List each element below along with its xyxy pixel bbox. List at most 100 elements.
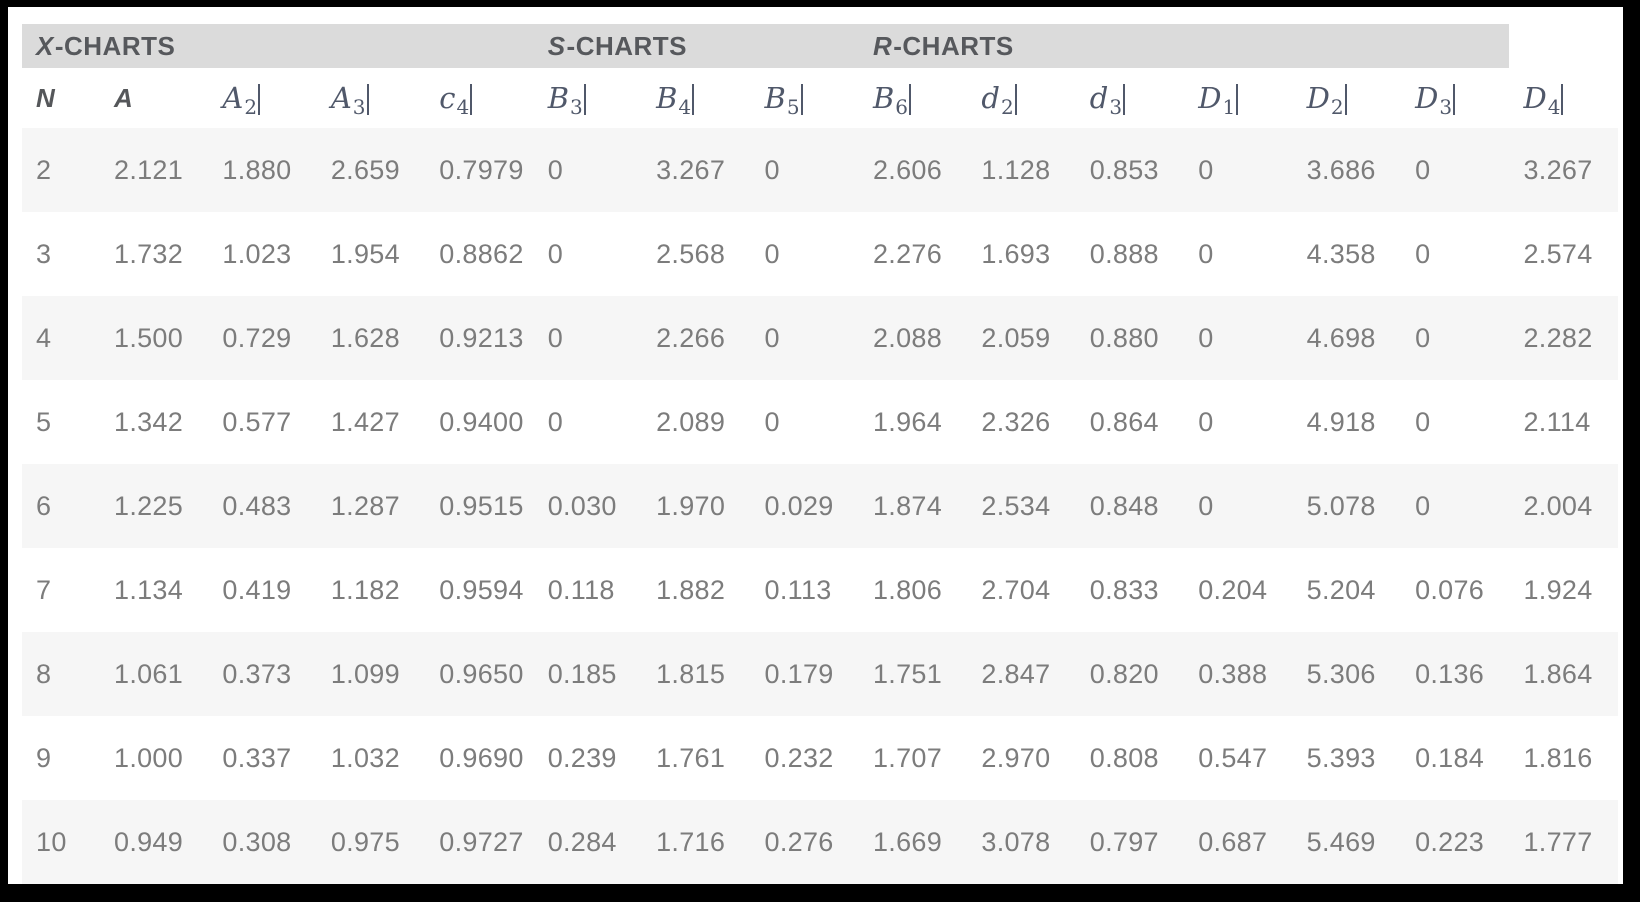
cell-d3-value: 0.808 xyxy=(1089,742,1159,773)
symbol-subscript: 4 xyxy=(1547,95,1561,119)
group-header-r-charts: R-CHARTS xyxy=(858,24,1510,68)
symbol-base: d xyxy=(981,81,1000,115)
cell-d1-value: 0.204 xyxy=(1198,574,1268,605)
cell-d3-value: 0.184 xyxy=(1415,742,1485,773)
cell-c4-value: 0.9727 xyxy=(439,826,524,857)
cell-b5-value: 0 xyxy=(764,406,780,437)
table-row-n-10: 10 0.949 0.308 0.975 0.9727 0.284 1.716 0.276 1.… xyxy=(22,800,1618,884)
cell-d2-value: 2.847 xyxy=(981,658,1051,689)
cell-a2-value: 0.419 xyxy=(222,574,292,605)
column-header-symbol: c4 xyxy=(439,81,469,117)
cell-c4-value: 0.9594 xyxy=(439,574,524,605)
column-header-symbol: N xyxy=(36,83,55,113)
cell-d2-value: 2.326 xyxy=(981,406,1051,437)
symbol-subscript: 3 xyxy=(570,95,583,119)
cell-b4-value: 1.815 xyxy=(656,658,726,689)
column-header-b6: B6 xyxy=(859,68,967,128)
cursor-bar-artifact xyxy=(1014,84,1017,115)
cell-b3-value: 0.030 xyxy=(547,490,617,521)
cell-n-value: 6 xyxy=(36,490,52,521)
cursor-bar-artifact xyxy=(366,84,369,115)
column-header-symbol: D1 xyxy=(1198,81,1235,117)
table-body: 2 2.121 1.880 2.659 0.7979 0 3.267 0 2.606 1.128 0… xyxy=(22,128,1618,884)
cell-b6-value: 1.751 xyxy=(872,658,943,689)
symbol-subscript: 2 xyxy=(1330,95,1344,119)
table-row-n-7: 7 1.134 0.419 1.182 0.9594 0.118 1.882 0.113 1.8… xyxy=(22,548,1618,632)
column-header-d2: d2 xyxy=(967,68,1075,128)
group-header-row: X-CHARTS S-CHARTS R-CHARTS xyxy=(22,24,1618,68)
symbol-base: A xyxy=(114,82,133,113)
cell-d1-value: 0.687 xyxy=(1198,826,1268,857)
cell-a3-value: 1.287 xyxy=(330,490,400,521)
cell-a2-value: 0.729 xyxy=(222,322,292,353)
cell-b4-value: 2.568 xyxy=(656,238,726,269)
symbol-base: D xyxy=(1306,81,1330,115)
column-header-symbol: D3 xyxy=(1415,81,1452,117)
column-header-n: N xyxy=(22,68,100,128)
cell-n-value: 3 xyxy=(36,238,52,269)
cell-a2-value: 0.308 xyxy=(222,826,292,857)
cell-a3-value: 2.659 xyxy=(330,154,400,185)
group-label-text: -CHARTS xyxy=(566,30,688,61)
symbol-subscript: 2 xyxy=(244,95,258,119)
cell-n-value: 7 xyxy=(36,574,52,605)
cell-a2-value: 1.880 xyxy=(222,154,292,185)
cell-d2-value: 1.693 xyxy=(981,238,1051,269)
column-header-a3: A3 xyxy=(317,68,425,128)
cell-b5-value: 0.029 xyxy=(764,490,834,521)
column-header-symbol: D4 xyxy=(1523,81,1560,117)
symbol-base: A xyxy=(330,81,352,115)
cell-d2-value: 3.686 xyxy=(1306,154,1376,185)
symbol-subscript: 3 xyxy=(352,95,366,119)
cell-a2-value: 0.373 xyxy=(222,658,292,689)
cursor-bar-artifact xyxy=(1344,84,1347,115)
cell-a2-value: 0.337 xyxy=(222,742,292,773)
cell-a-value: 1.732 xyxy=(114,238,184,269)
cell-n-value: 2 xyxy=(36,154,52,185)
cell-d2-value: 4.918 xyxy=(1306,406,1376,437)
column-header-a2: A2 xyxy=(208,68,316,128)
cell-d3-value: 0 xyxy=(1415,154,1431,185)
cell-b5-value: 0.232 xyxy=(764,742,834,773)
cell-a3-value: 1.427 xyxy=(330,406,400,437)
cell-b4-value: 2.266 xyxy=(656,322,726,353)
symbol-subscript: 4 xyxy=(678,95,692,119)
cell-d3-value: 0 xyxy=(1415,322,1431,353)
column-header-symbol: A2 xyxy=(222,81,257,117)
cell-b6-value: 1.964 xyxy=(872,406,943,437)
cell-b3-value: 0.239 xyxy=(547,742,617,773)
cell-d2-value: 4.358 xyxy=(1306,238,1376,269)
column-header-a: A xyxy=(100,68,208,128)
cell-b4-value: 1.882 xyxy=(656,574,726,605)
cell-d3-value: 0.848 xyxy=(1089,490,1159,521)
column-header-d1: D1 xyxy=(1184,68,1292,128)
cell-a-value: 1.000 xyxy=(114,742,184,773)
cell-d2-value: 2.534 xyxy=(981,490,1051,521)
column-header-symbol: A xyxy=(114,83,133,113)
group-header-x-charts: X-CHARTS xyxy=(22,24,534,68)
cell-b6-value: 2.088 xyxy=(872,322,943,353)
cell-d2-value: 2.970 xyxy=(981,742,1051,773)
cell-d3-value: 0.797 xyxy=(1089,826,1159,857)
cell-b3-value: 0.185 xyxy=(547,658,617,689)
cell-d4-value: 2.114 xyxy=(1523,406,1591,437)
cell-b6-value: 1.806 xyxy=(872,574,943,605)
cell-d1-value: 0 xyxy=(1198,406,1214,437)
cell-d1-value: 0.547 xyxy=(1198,742,1268,773)
cell-d3-value: 0 xyxy=(1415,490,1431,521)
cell-a-value: 1.500 xyxy=(114,322,184,353)
cell-d1-value: 0 xyxy=(1198,238,1214,269)
cell-d3-value: 0.880 xyxy=(1089,322,1159,353)
cell-c4-value: 0.9650 xyxy=(439,658,524,689)
column-header-d2: D2 xyxy=(1293,68,1401,128)
cell-d1-value: 0 xyxy=(1198,154,1214,185)
cell-c4-value: 0.9690 xyxy=(439,742,524,773)
cell-d3-value: 0 xyxy=(1415,406,1431,437)
cell-d2-value: 5.393 xyxy=(1306,742,1376,773)
column-header-symbol: B5 xyxy=(765,81,800,117)
group-label-italic-letter: X xyxy=(36,30,54,61)
cell-b3-value: 0 xyxy=(547,322,564,353)
cell-d1-value: 0.388 xyxy=(1198,658,1268,689)
cell-c4-value: 0.9400 xyxy=(439,406,524,437)
cell-d2-value: 2.059 xyxy=(981,322,1051,353)
